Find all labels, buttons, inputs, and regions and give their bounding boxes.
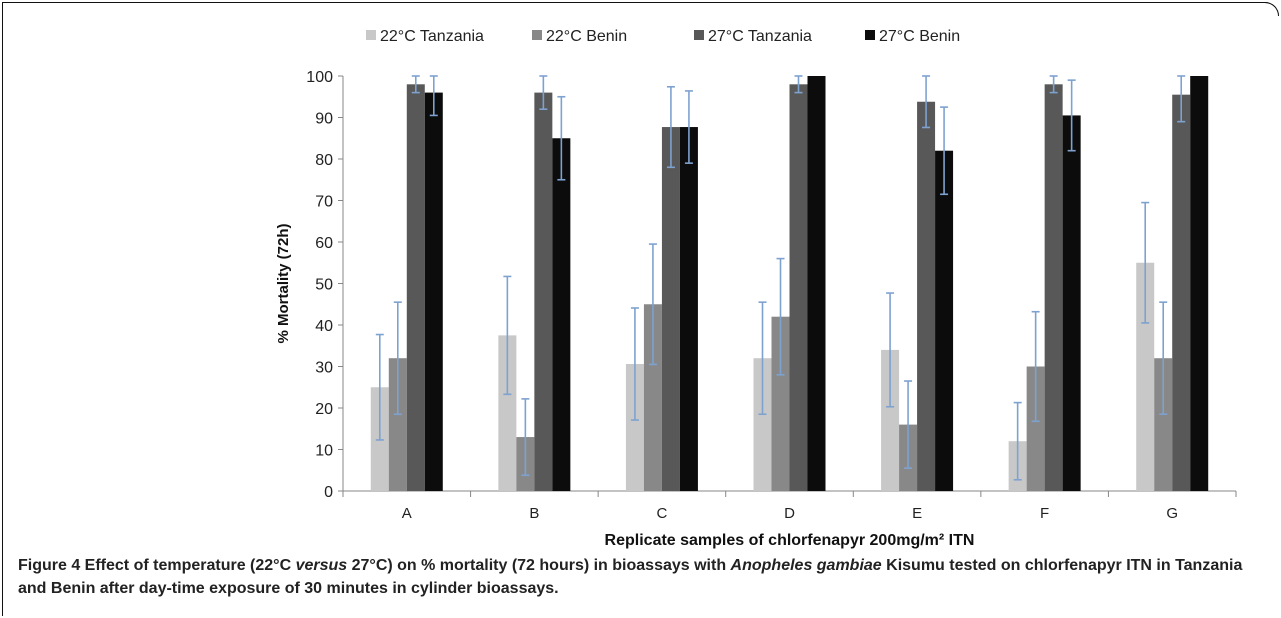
y-axis-title: % Mortality (72h) — [275, 223, 292, 343]
bar — [935, 150, 954, 491]
bar — [881, 349, 900, 491]
y-tick-label: 20 — [315, 401, 333, 418]
bar — [625, 364, 644, 491]
y-tick-label: 100 — [306, 69, 333, 86]
caption-label: Figure 4 — [18, 557, 81, 574]
y-tick-label: 50 — [315, 277, 333, 294]
bar — [1136, 262, 1155, 491]
bar — [1044, 84, 1063, 492]
y-tick-label: 10 — [315, 443, 333, 460]
caption-text-1: Effect of temperature (22°C — [80, 557, 296, 574]
bar — [789, 84, 808, 492]
legend-label: 22°C Tanzania — [380, 28, 484, 45]
bar-chart: 0 10 20 30 40 50 60 70 80 90 100 A B C D E F G Replicate s… — [275, 28, 1237, 549]
x-tick-label: B — [529, 505, 539, 522]
x-tick-label: G — [1166, 505, 1178, 522]
bar — [498, 335, 517, 491]
bar — [679, 127, 698, 492]
y-tick-label: 90 — [315, 111, 333, 128]
legend-label: 22°C Benin — [546, 28, 627, 45]
y-tick-label: 60 — [315, 235, 333, 252]
y-tick-label: 80 — [315, 152, 333, 169]
bar — [917, 101, 936, 491]
y-tick-label: 40 — [315, 318, 333, 335]
y-tick-label: 0 — [324, 484, 333, 501]
y-tick-label: 70 — [315, 194, 333, 211]
bar — [1154, 358, 1173, 491]
bar — [388, 358, 407, 491]
legend-swatch — [865, 30, 875, 40]
figure-caption: Figure 4 Effect of temperature (22°C ver… — [18, 554, 1268, 600]
bar — [534, 92, 553, 491]
legend-swatch — [532, 30, 542, 40]
bar — [661, 127, 680, 492]
bar — [1026, 366, 1045, 491]
bar — [753, 358, 772, 491]
x-tick-label: C — [657, 505, 668, 522]
bar — [406, 84, 425, 492]
x-tick-label: A — [402, 505, 412, 522]
x-tick-label: F — [1040, 505, 1049, 522]
legend-swatch — [694, 30, 704, 40]
caption-italic-2: Anopheles gambiae — [730, 557, 882, 574]
x-tick-label: D — [784, 505, 795, 522]
bar — [1190, 76, 1209, 491]
legend-label: 27°C Tanzania — [708, 28, 812, 45]
caption-text-2: 27°C) on % mortality (72 hours) in bioas… — [347, 557, 731, 574]
x-tick-label: E — [912, 505, 922, 522]
y-tick-label: 30 — [315, 360, 333, 377]
bar — [807, 76, 826, 491]
bar — [1062, 115, 1081, 492]
bar — [1172, 94, 1191, 492]
bar — [771, 316, 790, 491]
caption-text-3: Kisumu tested on chlorfenapyr ITN in Tan… — [18, 557, 1243, 597]
bar — [643, 304, 662, 491]
caption-italic-1: versus — [295, 557, 348, 574]
legend-label: 27°C Benin — [879, 28, 960, 45]
bar — [424, 92, 443, 491]
legend-swatch — [366, 30, 376, 40]
x-axis-title: Replicate samples of chlorfenapyr 200mg/… — [605, 532, 975, 549]
bar — [552, 138, 571, 491]
